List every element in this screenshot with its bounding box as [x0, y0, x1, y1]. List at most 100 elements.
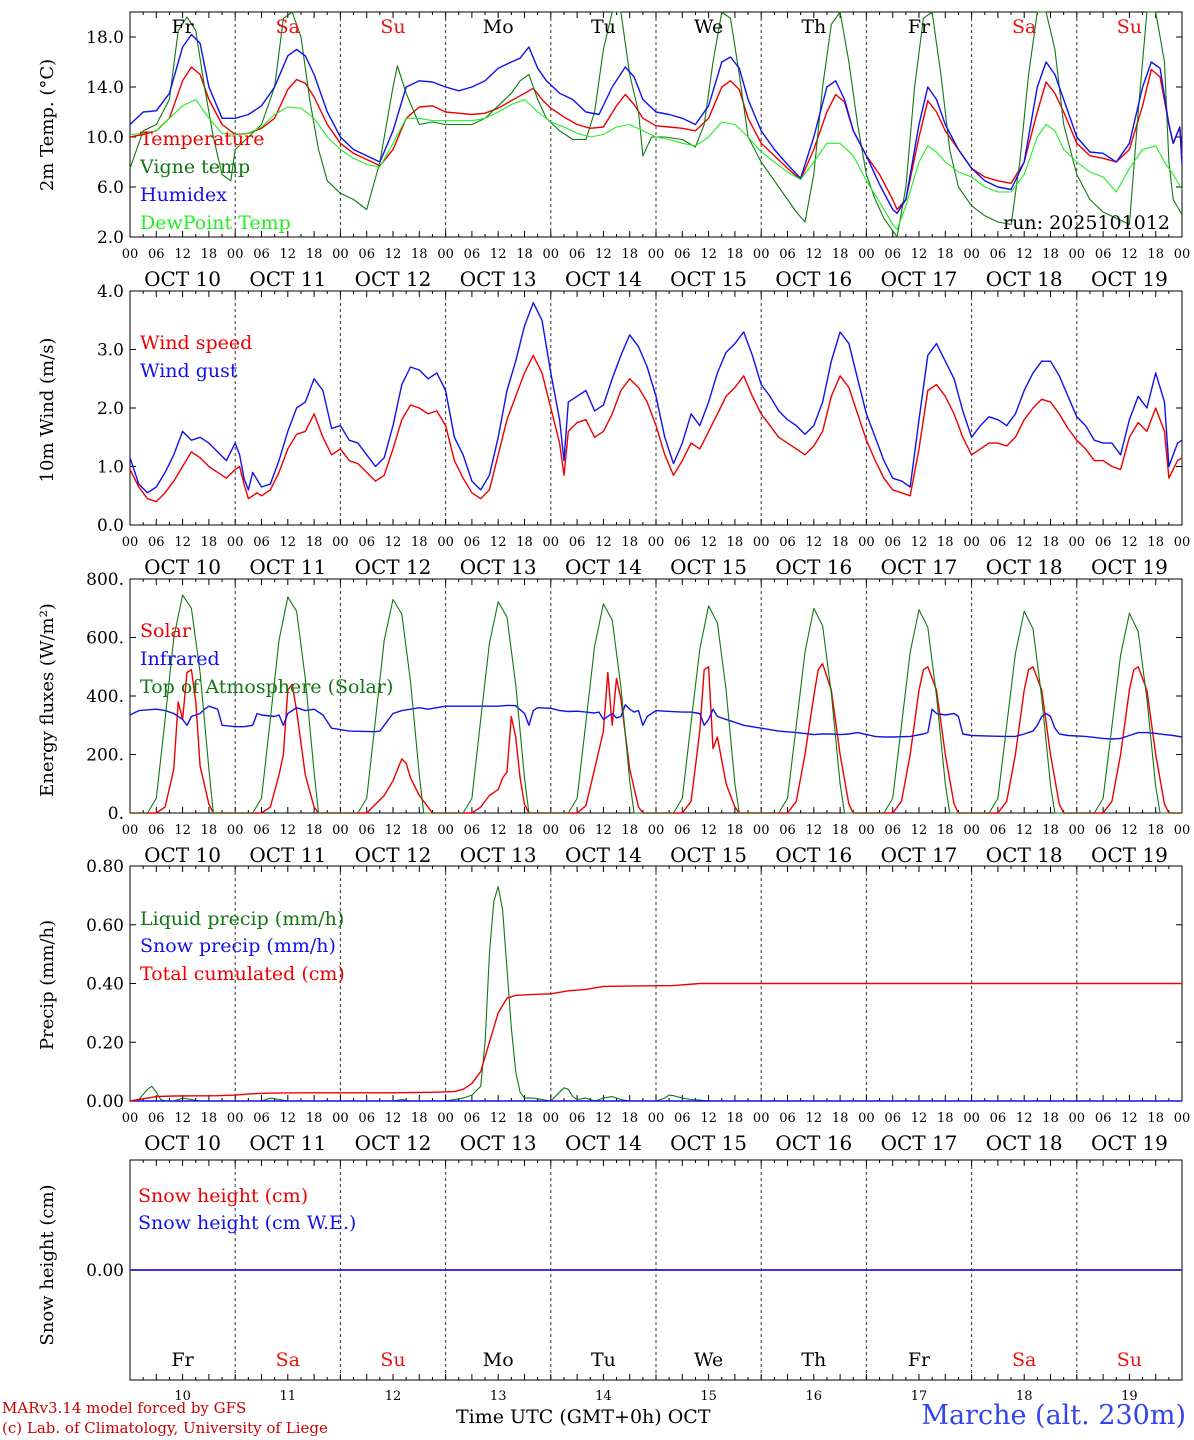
hour-tick-label: 18: [937, 1111, 954, 1126]
hour-tick-label: 06: [253, 535, 270, 550]
hour-tick-label: 06: [674, 535, 691, 550]
hour-tick-label: 12: [700, 823, 717, 838]
y-axis-title: Energy fluxes (W/m²): [37, 603, 58, 797]
hour-tick-label: 12: [385, 823, 402, 838]
hour-tick-label: 18: [937, 535, 954, 550]
date-label: OCT 15: [670, 1131, 747, 1155]
hour-tick-label: 06: [253, 823, 270, 838]
y-tick-label: 200.: [86, 746, 124, 766]
date-label: OCT 19: [1091, 267, 1168, 291]
hour-tick-label: 00: [963, 247, 980, 262]
hour-tick-label: 12: [1016, 1111, 1033, 1126]
hour-tick-label: 00: [858, 247, 875, 262]
series-line-dewpoint-temp: [129, 98, 1183, 231]
hour-tick-label: 00: [543, 823, 560, 838]
hour-tick-label: 18: [1147, 823, 1164, 838]
date-label: OCT 15: [670, 267, 747, 291]
weekday-label-bottom: Th: [801, 1349, 826, 1371]
hour-tick-label: 00: [437, 1111, 454, 1126]
hour-tick-label: 12: [911, 1111, 928, 1126]
hour-tick-label: 12: [911, 823, 928, 838]
hour-tick-label: 06: [779, 1111, 796, 1126]
hour-tick-label: 00: [1174, 1111, 1191, 1126]
hour-tick-label: 18: [1042, 247, 1059, 262]
time-axis-label: Time UTC (GMT+0h) OCT: [456, 1406, 711, 1428]
hour-tick-label: 00: [648, 247, 665, 262]
panel-snow: 0.00 Snow height (cm) Snow height (cm) Snow…: [37, 1159, 1183, 1381]
hour-tick-label: 00: [543, 535, 560, 550]
hour-tick-label: 12: [1016, 535, 1033, 550]
y-tick-label: 10.0: [86, 128, 124, 148]
hour-tick-label: 18: [201, 1111, 218, 1126]
hour-tick-label: 18: [1042, 535, 1059, 550]
legend-entry: Total cumulated (cm): [140, 963, 345, 985]
series-line-humidex: [129, 33, 1183, 214]
y-tick-label: 0.00: [86, 1092, 124, 1112]
hour-tick-label: 12: [806, 247, 823, 262]
day-number-label: 19: [1121, 1389, 1138, 1404]
hour-tick-label: 12: [595, 247, 612, 262]
hour-tick-label: 00: [963, 535, 980, 550]
legend-entry: Snow height (cm): [138, 1185, 308, 1207]
station-title: Marche (alt. 230m): [921, 1400, 1186, 1431]
hour-tick-label: 00: [1174, 823, 1191, 838]
weekday-label-bottom: Su: [1117, 1349, 1142, 1371]
hour-tick-label: 06: [884, 247, 901, 262]
weekday-label-top: Fr: [171, 16, 194, 38]
hour-tick-label: 18: [727, 535, 744, 550]
weekday-label-top: We: [694, 16, 723, 38]
date-label: OCT 10: [144, 1131, 221, 1155]
y-axis-title: 10m Wind (m/s): [37, 338, 58, 483]
date-label: OCT 12: [355, 267, 432, 291]
hour-tick-label: 06: [1095, 1111, 1112, 1126]
hour-tick-label: 00: [648, 535, 665, 550]
series-line-vigne-temp: [129, 11, 1183, 238]
y-tick-label: 2.0: [97, 228, 124, 248]
hour-tick-label: 06: [779, 823, 796, 838]
panel-temp: 2.0 6.0 10.0 14.0 18.0 2m Temp. (°C) Temperatu…: [37, 11, 1190, 291]
day-number-label: 11: [280, 1389, 297, 1404]
hour-tick-label: 18: [411, 247, 428, 262]
hour-tick-label: 18: [621, 1111, 638, 1126]
hour-tick-label: 00: [858, 1111, 875, 1126]
day-number-label: 14: [595, 1389, 612, 1404]
run-label: run: 2025101012: [1003, 212, 1170, 234]
hour-tick-label: 06: [884, 535, 901, 550]
hour-tick-label: 00: [648, 823, 665, 838]
hour-tick-label: 00: [753, 823, 770, 838]
hour-tick-label: 00: [227, 535, 244, 550]
hour-tick-label: 06: [358, 1111, 375, 1126]
legend-entry: Snow height (cm W.E.): [138, 1212, 356, 1234]
weekday-label-bottom: Tu: [591, 1349, 616, 1371]
hour-tick-label: 12: [385, 1111, 402, 1126]
hour-tick-label: 18: [621, 535, 638, 550]
hour-tick-label: 18: [621, 823, 638, 838]
hour-tick-label: 00: [332, 535, 349, 550]
date-label: OCT 14: [565, 267, 642, 291]
hour-tick-label: 06: [464, 247, 481, 262]
hour-tick-label: 12: [280, 823, 297, 838]
date-label: OCT 19: [1091, 555, 1168, 579]
hour-tick-label: 12: [490, 535, 507, 550]
series-line-top-of-atmosphere-solar-: [130, 594, 1182, 814]
hour-tick-label: 18: [306, 535, 323, 550]
hour-tick-label: 06: [1095, 535, 1112, 550]
weekday-label-bottom: We: [694, 1349, 723, 1371]
date-label: OCT 13: [460, 843, 537, 867]
hour-tick-label: 06: [148, 535, 165, 550]
legend-entry: Vigne temp: [139, 156, 250, 178]
hour-tick-label: 00: [753, 535, 770, 550]
hour-tick-label: 06: [1095, 247, 1112, 262]
date-label: OCT 13: [460, 555, 537, 579]
date-label: OCT 14: [565, 1131, 642, 1155]
y-tick-label: 0.40: [86, 975, 124, 995]
weekday-label-bottom: Su: [380, 1349, 405, 1371]
hour-tick-label: 12: [911, 247, 928, 262]
weekday-label-bottom: Sa: [1012, 1349, 1036, 1371]
hour-tick-label: 18: [306, 1111, 323, 1126]
model-credit: MARv3.14 model forced by GFS: [2, 1399, 247, 1417]
y-tick-label: 0.80: [86, 857, 124, 877]
hour-tick-label: 06: [990, 1111, 1007, 1126]
y-tick-label: 0.60: [86, 916, 124, 936]
series-line-wind-gust: [129, 302, 1183, 494]
